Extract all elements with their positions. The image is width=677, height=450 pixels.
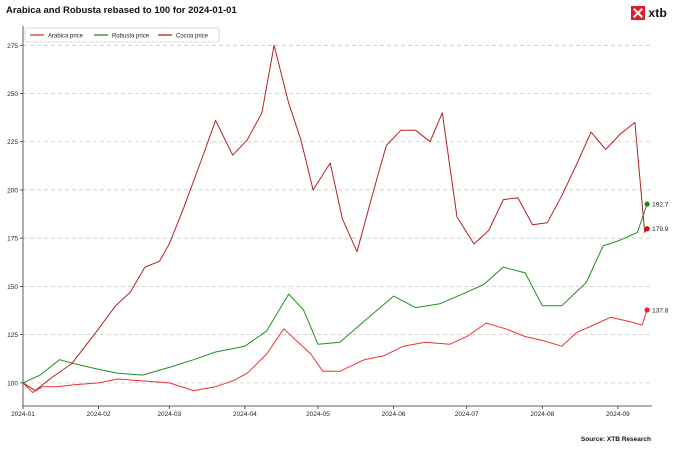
series-layer: 137.8 192.7 179.9 [22, 44, 669, 393]
end-value-label: 137.8 [652, 307, 669, 314]
y-tick-label: 200 [7, 187, 18, 194]
xtb-logo-icon [631, 6, 646, 20]
end-value-label: 192.7 [652, 202, 669, 209]
end-value-label: 179.9 [652, 226, 669, 233]
x-tick-label: 2024-05 [306, 411, 330, 418]
legend-label: Robusta price [112, 33, 150, 39]
x-tick-label: 2024-07 [455, 411, 479, 418]
y-tick-label: 275 [7, 43, 18, 50]
end-point-marker [644, 307, 650, 313]
xtb-logo: xtb [631, 4, 667, 22]
series-line [22, 203, 648, 384]
legend-label: Cocoa price [176, 33, 209, 39]
xtb-logo-text: xtb [648, 6, 667, 20]
y-tick-label: 175 [7, 236, 18, 243]
end-point-marker [644, 226, 650, 232]
gridlines [23, 44, 652, 384]
legend: Arabica price Robusta price Cocoa price [24, 27, 220, 43]
x-tick-label: 2024-09 [606, 411, 630, 418]
series-line [22, 44, 648, 392]
x-tick-label: 2024-08 [530, 411, 554, 418]
x-tick-label: 2024-02 [87, 411, 111, 418]
source-note: Source: XTB Research [580, 436, 651, 443]
axes: 100 125 150 175 200 225 250 275 2024-01 2024-02 20… [7, 26, 652, 418]
y-tick-label: 250 [7, 91, 18, 98]
x-tick-label: 2024-03 [157, 411, 181, 418]
y-tick-label: 225 [7, 139, 18, 146]
x-tick-label: 2024-04 [233, 411, 257, 418]
legend-box [24, 27, 220, 43]
chart-title: Arabica and Robusta rebased to 100 for 2… [6, 5, 237, 16]
legend-label: Arabica price [48, 33, 84, 39]
y-tick-label: 125 [7, 332, 18, 339]
y-tick-label: 100 [7, 380, 18, 387]
y-tick-label: 150 [7, 284, 18, 291]
x-tick-label: 2024-06 [382, 411, 406, 418]
series-line [22, 309, 648, 393]
x-tick-label: 2024-01 [11, 411, 35, 418]
end-point-marker [644, 201, 650, 207]
